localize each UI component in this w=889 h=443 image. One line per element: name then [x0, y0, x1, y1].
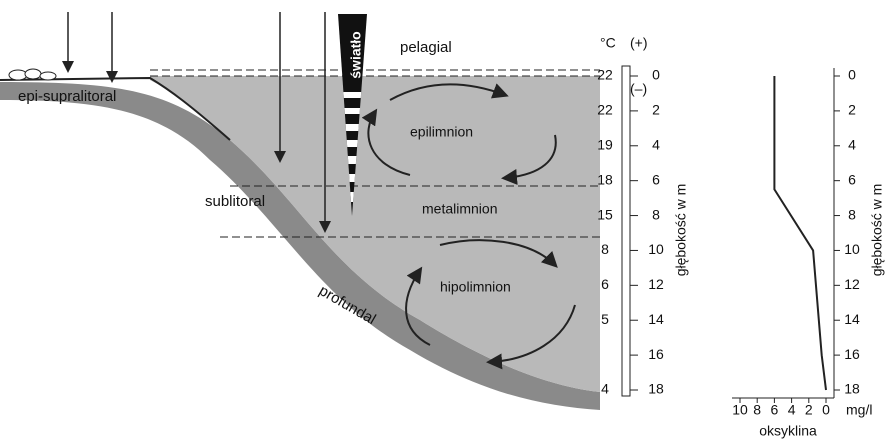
depth-tick-label: 0	[652, 67, 660, 83]
x-tick-label: 2	[805, 402, 813, 418]
oxygen-title: oksyklina	[759, 423, 817, 439]
shore	[0, 76, 231, 141]
temperature-label: 18	[597, 171, 613, 187]
y-tick-label: 6	[848, 171, 856, 187]
sediment	[0, 82, 600, 410]
epilimnion-label: epilimnion	[410, 124, 473, 140]
depth-axis-label: głębokość w m	[673, 184, 689, 277]
temperature-label: 8	[601, 241, 609, 257]
light-label: światło	[348, 31, 364, 78]
depth-tick-label: 6	[652, 171, 660, 187]
y-tick-label: 4	[848, 136, 856, 152]
temperature-label: 5	[601, 311, 609, 327]
x-tick-label: 4	[788, 402, 796, 418]
stones	[8, 68, 57, 81]
depth-tick-label: 14	[648, 311, 664, 327]
y-tick-label: 12	[844, 276, 860, 292]
y-tick-label: 0	[848, 67, 856, 83]
depth-tick-label: 8	[652, 206, 660, 222]
pelagial-label: pelagial	[400, 39, 452, 56]
y-tick-label: 2	[848, 102, 856, 118]
arrows	[62, 12, 331, 233]
hipolimnion-label: hipolimnion	[440, 279, 511, 295]
temperature-label: 4	[601, 381, 609, 397]
sublitoral-label: sublitoral	[205, 193, 265, 210]
depth-bar	[621, 65, 631, 397]
temperature-label: 22	[597, 67, 613, 83]
y-tick-label: 10	[844, 241, 860, 257]
depth-tick-label: 4	[652, 136, 660, 152]
y-tick-label: 14	[844, 311, 860, 327]
metalimnion-label: metalimnion	[422, 201, 497, 217]
y-tick-label: 16	[844, 346, 860, 362]
winter-sign: (–)	[630, 81, 647, 97]
circulation	[361, 83, 576, 370]
depth-tick-label: 16	[648, 346, 664, 362]
depth-tick-label: 2	[652, 102, 660, 118]
depth-tick-label: 18	[648, 381, 664, 397]
y-tick-label: 8	[848, 206, 856, 222]
depth-tick-label: 10	[648, 241, 664, 257]
summer-sign: (+)	[630, 35, 648, 51]
oxygen-depth-label: głębokość w m	[869, 184, 885, 277]
temperature-label: 22	[597, 102, 613, 118]
y-tick-label: 18	[844, 381, 860, 397]
x-tick-label: 8	[753, 402, 761, 418]
temp-unit: °C	[600, 35, 616, 51]
depth-tick-label: 12	[648, 276, 664, 292]
x-tick-label: 0	[822, 402, 830, 418]
x-tick-label: 6	[771, 402, 779, 418]
epi-label: epi-supralitoral	[18, 88, 116, 105]
water	[150, 76, 600, 392]
oxygen-profile	[773, 76, 827, 391]
temperature-label: 15	[597, 206, 613, 222]
x-tick-label: 10	[732, 402, 748, 418]
temperature-label: 19	[597, 136, 613, 152]
x-unit: mg/l	[846, 402, 872, 418]
temperature-label: 6	[601, 276, 609, 292]
